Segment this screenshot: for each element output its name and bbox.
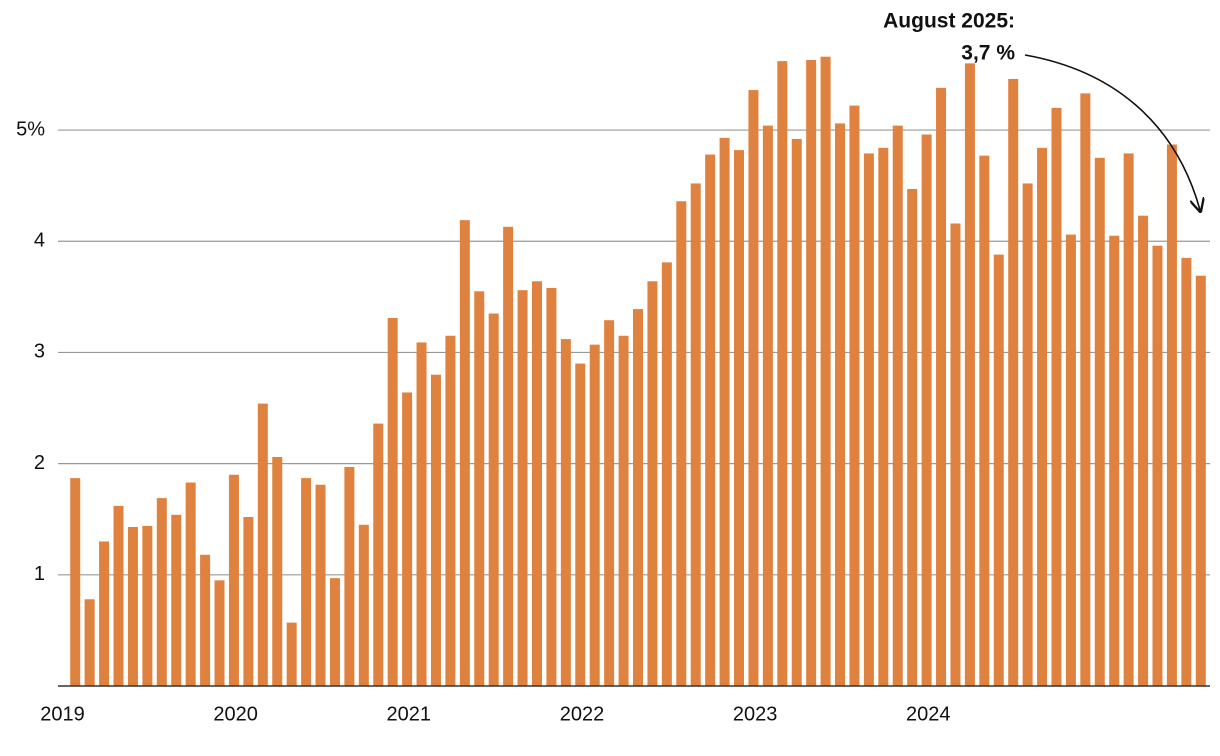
bar	[171, 514, 182, 686]
bar	[257, 403, 268, 686]
bar	[690, 183, 701, 686]
bar	[560, 339, 571, 686]
bar	[618, 335, 629, 686]
bar	[142, 525, 153, 686]
x-tick-label: 2019	[40, 703, 85, 725]
bar	[228, 474, 239, 686]
annotation-value: 3,7 %	[961, 42, 1015, 65]
y-tick-label: 3	[34, 341, 45, 363]
bar	[517, 290, 528, 686]
bar	[1094, 157, 1105, 687]
bar	[1109, 235, 1120, 686]
bar	[589, 344, 600, 686]
bar	[243, 516, 254, 686]
bar	[214, 580, 225, 686]
bar	[1181, 257, 1192, 686]
bar	[445, 335, 456, 686]
bar	[113, 505, 124, 686]
bar	[430, 374, 441, 686]
bar	[1037, 147, 1048, 687]
bar	[892, 125, 903, 686]
bar	[878, 147, 889, 687]
bar	[459, 220, 470, 686]
bar	[488, 313, 499, 686]
bar	[936, 87, 947, 686]
x-tick-label: 2023	[733, 703, 778, 725]
y-tick-label: 5%	[16, 118, 45, 140]
x-tick-label: 2021	[387, 703, 432, 725]
bar	[1166, 144, 1177, 686]
bar	[1051, 107, 1062, 686]
bar	[286, 622, 297, 686]
bar	[474, 291, 485, 686]
bar	[1008, 78, 1019, 686]
bar	[402, 392, 413, 686]
bar	[820, 56, 831, 686]
bar	[806, 60, 817, 687]
bar	[863, 153, 874, 687]
y-tick-label: 1	[34, 563, 45, 585]
bar	[777, 61, 788, 686]
bar	[387, 317, 398, 686]
y-tick-label: 4	[34, 230, 45, 252]
bar	[719, 137, 730, 687]
bar	[358, 524, 369, 686]
bar	[1080, 93, 1091, 686]
bar	[416, 342, 427, 686]
bar	[315, 484, 326, 686]
annotation-arrow	[1024, 54, 1200, 210]
x-tick-label: 2022	[560, 703, 605, 725]
bar	[1022, 183, 1033, 686]
bar	[748, 90, 759, 687]
bar	[575, 363, 586, 686]
bar	[200, 554, 211, 686]
bar	[762, 125, 773, 686]
bar	[791, 138, 802, 686]
bar	[1123, 153, 1134, 687]
bar	[604, 320, 615, 686]
bar	[979, 155, 990, 686]
bars	[70, 56, 1206, 687]
bar	[964, 63, 975, 686]
bar	[546, 287, 557, 686]
bar	[1065, 234, 1076, 686]
bar	[907, 188, 918, 686]
bar	[531, 281, 542, 686]
bar	[344, 466, 355, 686]
bar	[993, 254, 1004, 686]
x-tick-label: 2024	[906, 703, 951, 725]
bar	[1152, 245, 1163, 686]
bar	[156, 498, 167, 686]
bar	[70, 478, 81, 686]
y-tick-label: 2	[34, 452, 45, 474]
bar	[835, 123, 846, 686]
bar	[1195, 275, 1206, 686]
bar	[373, 423, 384, 686]
bar	[127, 527, 138, 686]
bar	[1138, 215, 1149, 687]
bar	[849, 105, 860, 686]
bar	[301, 478, 312, 686]
bar	[503, 226, 514, 687]
bar	[921, 134, 932, 686]
bar	[647, 281, 658, 686]
bar	[676, 201, 687, 686]
bar	[661, 262, 672, 686]
bar	[950, 223, 961, 686]
bar	[272, 456, 283, 686]
bar	[99, 541, 110, 686]
x-tick-label: 2020	[213, 703, 258, 725]
bar	[329, 578, 340, 686]
bar	[185, 482, 196, 686]
bar	[734, 150, 745, 686]
bar	[705, 154, 716, 686]
bar	[633, 309, 643, 686]
bar	[84, 599, 95, 686]
annotation-title: August 2025:	[883, 10, 1015, 33]
